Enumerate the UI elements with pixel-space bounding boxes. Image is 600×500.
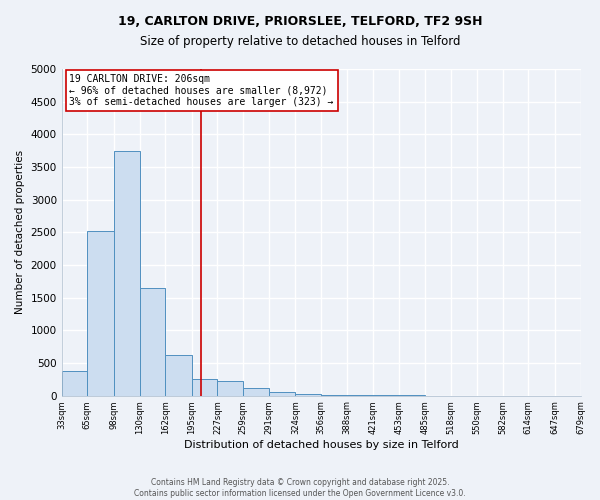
X-axis label: Distribution of detached houses by size in Telford: Distribution of detached houses by size …	[184, 440, 458, 450]
Text: 19, CARLTON DRIVE, PRIORSLEE, TELFORD, TF2 9SH: 19, CARLTON DRIVE, PRIORSLEE, TELFORD, T…	[118, 15, 482, 28]
Bar	[295, 394, 321, 396]
Bar	[62, 371, 88, 396]
Text: Contains HM Land Registry data © Crown copyright and database right 2025.
Contai: Contains HM Land Registry data © Crown c…	[134, 478, 466, 498]
Bar	[217, 381, 243, 396]
Text: 19 CARLTON DRIVE: 206sqm
← 96% of detached houses are smaller (8,972)
3% of semi: 19 CARLTON DRIVE: 206sqm ← 96% of detach…	[70, 74, 334, 107]
Bar	[165, 355, 192, 396]
Bar	[269, 392, 295, 396]
Bar	[140, 288, 165, 396]
Y-axis label: Number of detached properties: Number of detached properties	[15, 150, 25, 314]
Bar	[88, 230, 114, 396]
Bar	[114, 150, 140, 396]
Bar	[192, 380, 217, 396]
Bar	[321, 395, 347, 396]
Text: Size of property relative to detached houses in Telford: Size of property relative to detached ho…	[140, 35, 460, 48]
Bar	[243, 388, 269, 396]
